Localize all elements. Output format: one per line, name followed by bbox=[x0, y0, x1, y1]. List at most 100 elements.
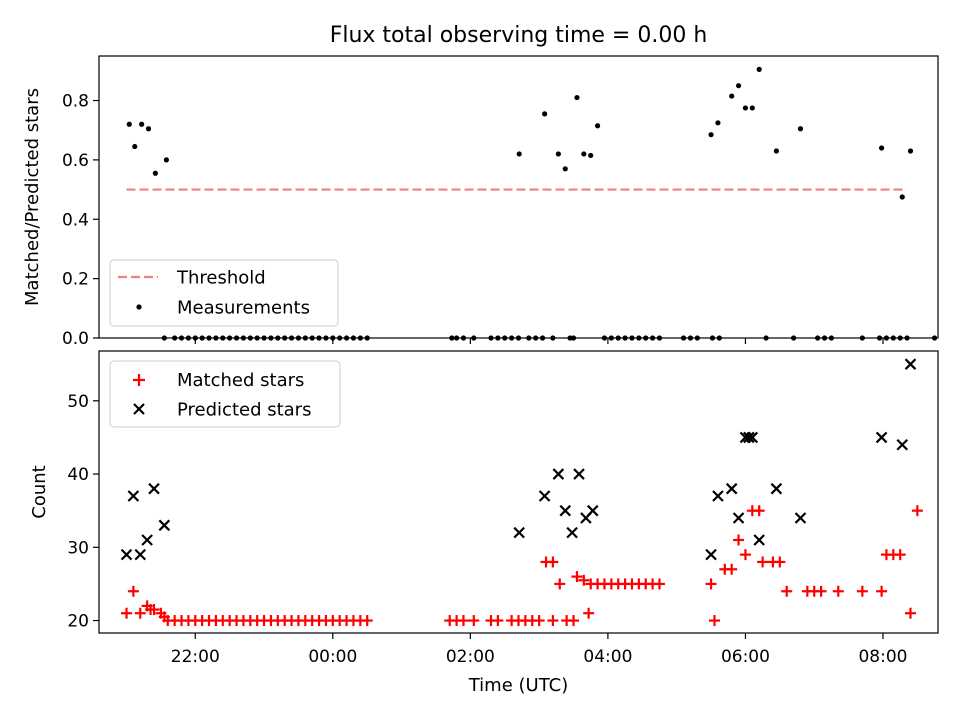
measurement-point bbox=[192, 335, 198, 341]
measurement-point bbox=[449, 335, 455, 341]
measurement-point bbox=[570, 335, 577, 341]
measurement-point bbox=[742, 105, 749, 111]
measurement-point bbox=[756, 66, 762, 72]
measurement-point bbox=[735, 83, 742, 89]
measurement-point bbox=[337, 335, 343, 341]
measurement-point bbox=[815, 335, 821, 341]
predicted-point bbox=[158, 519, 171, 532]
legend-matched-label: Matched stars bbox=[177, 370, 304, 391]
bottom-y-tick-label: 50 bbox=[67, 392, 89, 412]
predicted-point bbox=[586, 504, 599, 517]
measurement-point bbox=[897, 335, 903, 341]
matched-point bbox=[492, 615, 504, 627]
legend-measurements-label: Measurements bbox=[177, 298, 310, 319]
measurement-point bbox=[581, 151, 587, 157]
bottom-legend: Matched stars Predicted stars bbox=[109, 360, 341, 428]
measurement-point bbox=[247, 335, 253, 341]
bottom-y-axis-label: Count bbox=[29, 465, 50, 518]
bottom-x-tick-label: 08:00 bbox=[858, 647, 907, 667]
legend-predicted-label: Predicted stars bbox=[177, 400, 311, 421]
measurement-point bbox=[729, 93, 735, 99]
measurement-point bbox=[594, 123, 601, 129]
measurement-point bbox=[515, 335, 522, 341]
measurement-point bbox=[716, 335, 722, 341]
matched-point bbox=[815, 585, 827, 597]
measurement-point bbox=[650, 335, 656, 341]
measurement-point bbox=[126, 121, 132, 127]
measurement-point bbox=[615, 335, 621, 341]
measurement-point bbox=[715, 120, 721, 126]
measurement-point bbox=[516, 151, 522, 157]
predicted-point bbox=[770, 482, 783, 495]
matched-point bbox=[832, 585, 844, 597]
x-axis-label: Time (UTC) bbox=[468, 675, 569, 696]
measurement-point bbox=[364, 335, 370, 341]
predicted-point bbox=[141, 534, 153, 546]
predicted-point bbox=[705, 548, 717, 561]
measurement-point bbox=[694, 335, 700, 341]
matched-point bbox=[733, 534, 745, 546]
measurement-point bbox=[680, 335, 687, 341]
measurement-point bbox=[656, 335, 663, 341]
measurement-point bbox=[220, 335, 226, 341]
bottom-y-tick-label: 40 bbox=[67, 465, 89, 485]
measurement-point bbox=[608, 335, 614, 341]
bottom-y-tick-label: 30 bbox=[67, 538, 89, 558]
bottom-y-tick-label: 20 bbox=[67, 612, 89, 632]
matched-point bbox=[468, 615, 480, 627]
predicted-point bbox=[573, 468, 585, 480]
matched-point bbox=[547, 556, 559, 568]
matched-point bbox=[653, 578, 665, 590]
measurement-point bbox=[890, 335, 896, 341]
measurement-point bbox=[309, 335, 315, 341]
matched-point bbox=[774, 556, 786, 568]
measurement-point bbox=[275, 335, 281, 341]
matched-point bbox=[547, 615, 559, 627]
measurement-point bbox=[323, 335, 329, 341]
measurement-point bbox=[509, 335, 515, 341]
measurement-point bbox=[343, 335, 350, 341]
predicted-point bbox=[746, 431, 759, 444]
measurement-point bbox=[316, 335, 322, 341]
measurement-point bbox=[687, 335, 694, 341]
measurement-point bbox=[533, 335, 539, 341]
predicted-point bbox=[794, 512, 807, 524]
matched-point bbox=[457, 615, 469, 627]
top-y-tick-label: 0.0 bbox=[62, 329, 89, 349]
measurement-point bbox=[550, 335, 556, 341]
measurement-point bbox=[879, 145, 885, 151]
matched-point bbox=[904, 607, 916, 619]
matched-point bbox=[148, 604, 160, 616]
matched-point bbox=[911, 505, 923, 517]
measurement-point bbox=[574, 94, 580, 101]
measurement-point bbox=[907, 148, 914, 154]
matched-point bbox=[876, 585, 888, 597]
predicted-point bbox=[712, 490, 724, 502]
measurement-point bbox=[709, 335, 716, 341]
measurement-point bbox=[139, 121, 145, 127]
predicted-point bbox=[566, 526, 578, 539]
bottom-axes-frame bbox=[98, 350, 939, 634]
measurement-point bbox=[213, 335, 219, 341]
measurement-point bbox=[178, 335, 185, 341]
measurement-point bbox=[588, 152, 594, 159]
matched-point bbox=[781, 585, 793, 597]
matched-point bbox=[554, 578, 566, 590]
measurement-point bbox=[302, 335, 308, 341]
matched-points bbox=[121, 505, 923, 627]
measurement-point bbox=[261, 335, 267, 341]
measurement-point bbox=[539, 335, 546, 341]
measurement-point bbox=[904, 335, 910, 341]
matched-point bbox=[568, 615, 580, 627]
bottom-x-ticks: 22:00 00:00 02:00 04:00 06:00 08:00 bbox=[171, 633, 907, 667]
measurement-point bbox=[460, 335, 467, 341]
measurement-point bbox=[240, 335, 247, 341]
measurement-point bbox=[185, 335, 192, 341]
matched-point bbox=[894, 549, 906, 561]
bottom-x-tick-label: 00:00 bbox=[308, 647, 357, 667]
measurement-point bbox=[227, 335, 233, 341]
bottom-legend-box bbox=[109, 360, 341, 428]
measurement-point bbox=[749, 105, 755, 111]
top-panel: 0.00.20.40.60.8 Matched/Predicted stars … bbox=[22, 55, 939, 349]
